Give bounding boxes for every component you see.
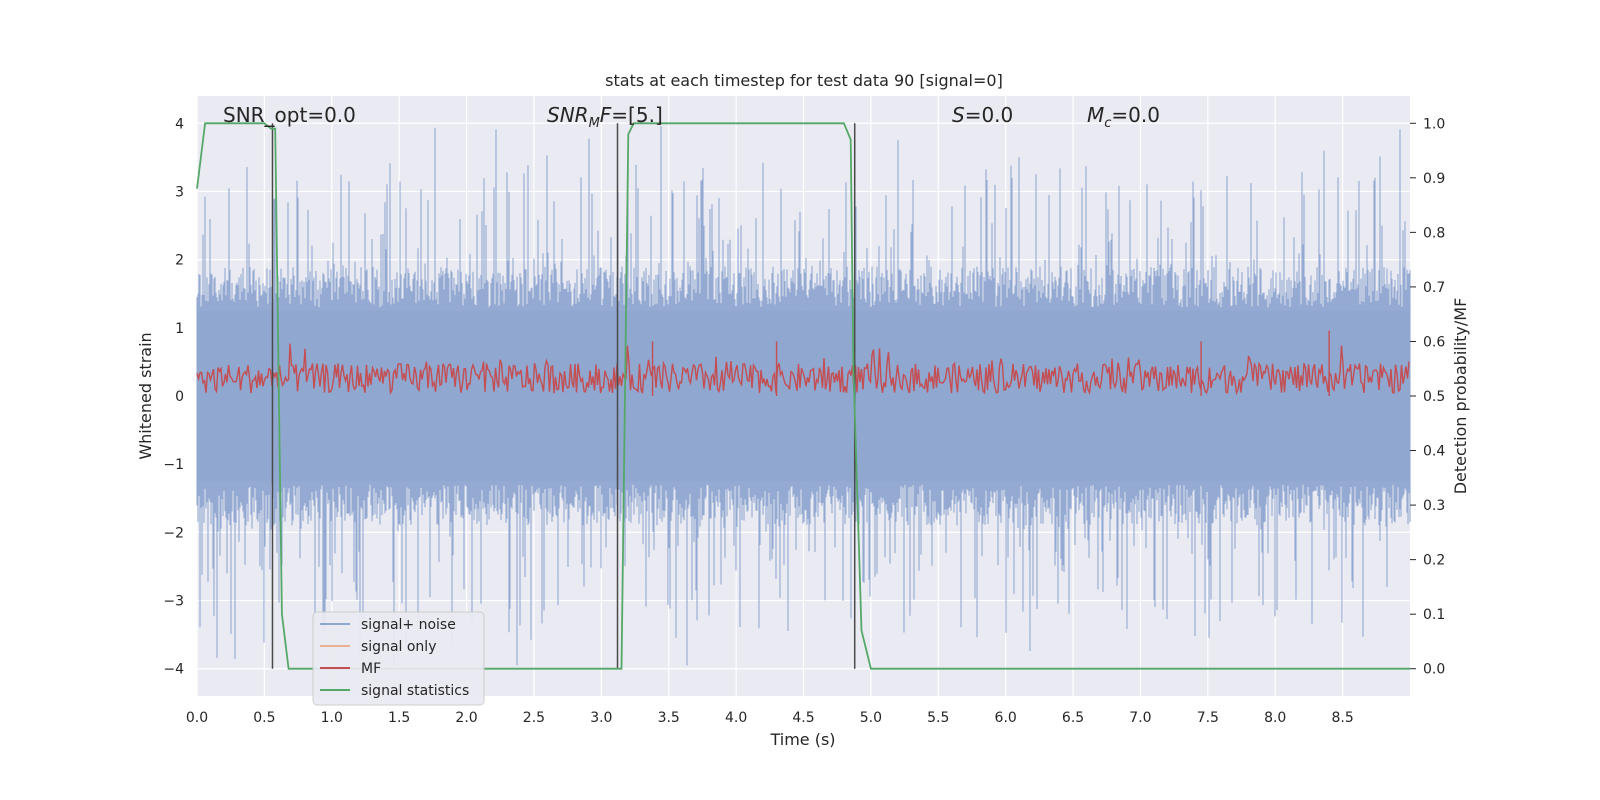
y-right-tick-label: 0.6 [1423, 334, 1445, 350]
y-right-tick-label: 0.8 [1423, 225, 1445, 241]
y-right-tick-label: 0.9 [1423, 171, 1445, 187]
x-tick-label: 0.0 [186, 710, 208, 726]
x-tick-label: 6.5 [1062, 710, 1084, 726]
y-tick-label: 4 [175, 116, 184, 132]
y-axis-left-ticks: 4 3 2 1 0 −1 −2 −3 −4 [163, 116, 184, 677]
y-right-tick-label: 0.0 [1423, 662, 1445, 678]
y-right-tick-label: 0.3 [1423, 498, 1445, 514]
series-signal-noise [196, 126, 1411, 667]
legend-label: signal only [361, 639, 436, 655]
y-tick-label: 1 [175, 321, 184, 337]
x-tick-label: 2.5 [523, 710, 545, 726]
y-tick-label: 3 [175, 184, 184, 200]
series-mf [196, 330, 1410, 396]
annotation-s: S=0.0 [952, 103, 1013, 127]
legend: signal+ noise signal only MF signal stat… [312, 611, 485, 706]
x-tick-label: 8.5 [1331, 710, 1353, 726]
x-tick-label: 7.0 [1129, 710, 1151, 726]
annotations: SNR_opt=0.0 SNRMF=[5.] S=0.0 Mc=0.0 [223, 103, 1160, 131]
signal-noise-band [197, 310, 1410, 482]
x-axis-label: Time (s) [769, 730, 835, 749]
x-tick-label: 4.5 [792, 710, 814, 726]
x-tick-label: 6.0 [995, 710, 1017, 726]
x-tick-label: 2.0 [455, 710, 477, 726]
x-tick-label: 4.0 [725, 710, 747, 726]
mf-trace [196, 343, 1410, 396]
y-tick-label: −4 [163, 662, 184, 678]
annotation-snr-opt: SNR_opt=0.0 [223, 103, 356, 127]
legend-item: signal+ noise [320, 617, 456, 633]
legend-label: signal statistics [361, 683, 469, 699]
legend-label: MF [361, 661, 381, 677]
legend-box [312, 611, 485, 706]
y-right-tick-label: 0.4 [1423, 444, 1445, 460]
y-tick-label: −1 [163, 457, 184, 473]
x-tick-label: 8.0 [1264, 710, 1286, 726]
y-right-tick-label: 1.0 [1423, 116, 1445, 132]
x-tick-label: 3.0 [590, 710, 612, 726]
annotation-mc: Mc=0.0 [1087, 103, 1160, 131]
y-axis-label: Whitened strain [136, 332, 155, 459]
x-tick-label: 5.5 [927, 710, 949, 726]
annotation-snr-mf: SNRMF=[5.] [547, 103, 663, 131]
y-tick-label: 0 [175, 389, 184, 405]
y-tick-label: 2 [175, 253, 184, 269]
series-signal-statistics [196, 122, 1410, 670]
x-axis-ticks: 0.0 0.5 1.0 1.5 2.0 2.5 3.0 3.5 4.0 4.5 5.0 5.5 6.0 6… [186, 710, 1354, 726]
y-right-tick-label: 0.2 [1423, 553, 1445, 569]
x-tick-label: 0.5 [253, 710, 275, 726]
signal-statistics-line [196, 122, 1410, 670]
x-tick-label: 5.0 [860, 710, 882, 726]
y-right-tick-label: 0.1 [1423, 607, 1445, 623]
legend-label: signal+ noise [361, 617, 456, 633]
legend-item: signal statistics [320, 683, 469, 699]
legend-item: signal only [320, 639, 436, 655]
y-right-tick-label: 0.5 [1423, 389, 1445, 405]
y-axis-right-ticks: 1.0 0.9 0.8 0.7 0.6 0.5 0.4 0.3 0.2 0.1 0.0 [1410, 116, 1445, 678]
legend-item: MF [320, 661, 381, 677]
x-tick-label: 1.5 [388, 710, 410, 726]
x-tick-label: 7.5 [1197, 710, 1219, 726]
y-axis-right-label: Detection probability/MF [1451, 298, 1470, 495]
x-tick-label: 1.0 [321, 710, 343, 726]
x-tick-label: 3.5 [658, 710, 680, 726]
y-tick-label: −2 [163, 525, 184, 541]
y-tick-label: −3 [163, 594, 184, 610]
y-right-tick-label: 0.7 [1423, 280, 1445, 296]
chart-title: stats at each timestep for test data 90 … [605, 71, 1003, 90]
